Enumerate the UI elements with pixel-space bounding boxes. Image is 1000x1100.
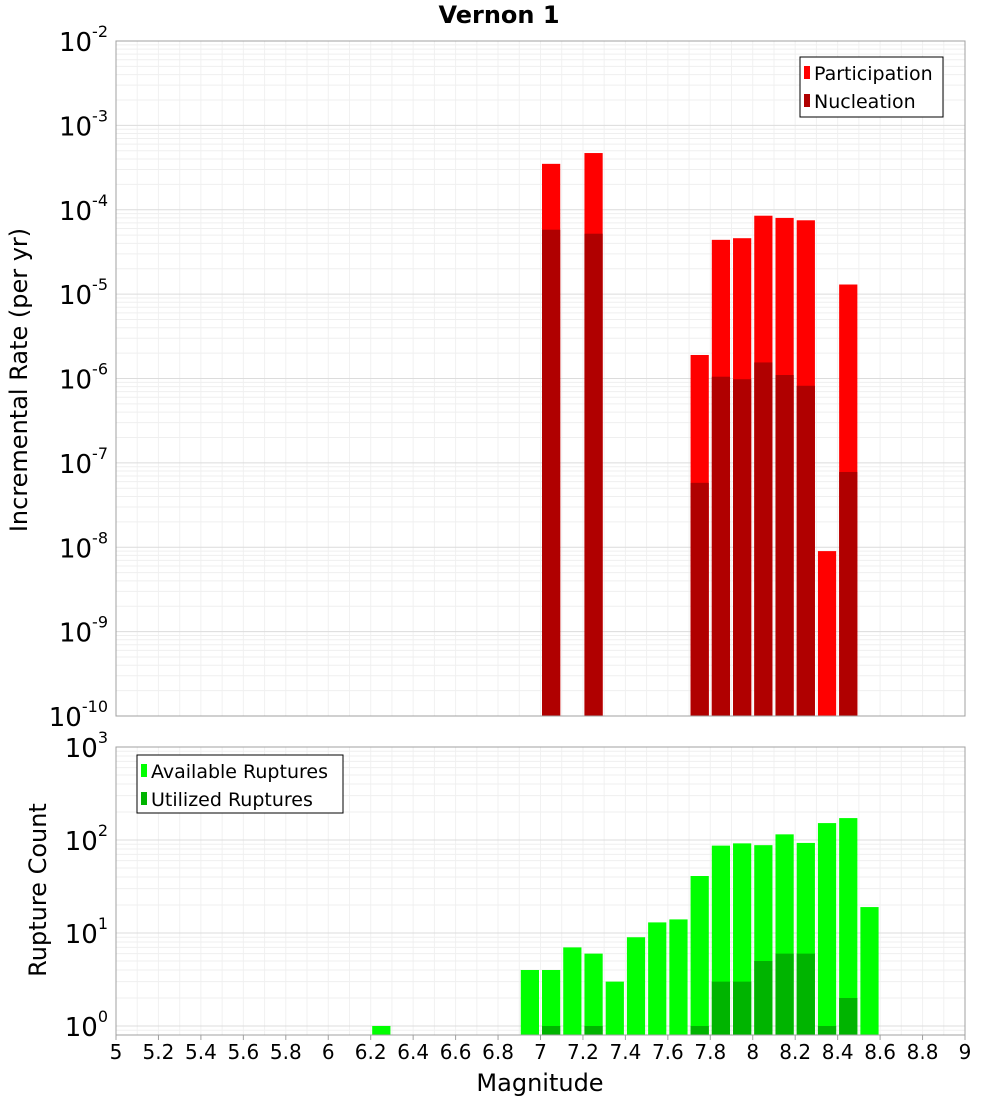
- bar-primary: [563, 947, 582, 1035]
- x-tick-label: 5.2: [143, 1040, 175, 1064]
- x-tick-label: 7.4: [609, 1040, 641, 1064]
- bar-secondary: [584, 1025, 603, 1035]
- bar-primary: [520, 969, 539, 1035]
- bar-secondary: [690, 482, 709, 716]
- y-tick-exponent: -8: [92, 528, 108, 547]
- y-tick-label: 10-2: [59, 22, 108, 58]
- bar-primary: [817, 551, 837, 716]
- bar-secondary: [711, 981, 731, 1035]
- x-tick-label: 7.8: [694, 1040, 726, 1064]
- y-tick-exponent: 2: [98, 821, 108, 840]
- x-tick-label: 7.2: [567, 1040, 599, 1064]
- legend-label: Nucleation: [814, 91, 916, 113]
- bar-secondary: [775, 953, 794, 1035]
- y-axis-label-rupture-count: Rupture Count: [24, 803, 52, 977]
- x-tick-label: 7: [534, 1040, 547, 1064]
- y-tick-exponent: -6: [92, 360, 108, 379]
- bar-primary: [626, 937, 646, 1035]
- legend-swatch: [141, 792, 147, 805]
- bar-primary: [584, 953, 603, 1035]
- y-tick-label: 10-7: [59, 444, 108, 480]
- legend-swatch: [804, 94, 810, 107]
- x-tick-label: 6.4: [397, 1040, 429, 1064]
- y-tick-label: 10-5: [59, 275, 108, 311]
- legend-box: [136, 754, 344, 814]
- bar-primary: [542, 969, 561, 1035]
- x-tick-label: 7.6: [652, 1040, 684, 1064]
- bar-secondary: [817, 1025, 837, 1035]
- y-tick-label: 100: [65, 1007, 108, 1043]
- legend-label: Utilized Ruptures: [151, 789, 313, 811]
- bar-secondary: [733, 379, 752, 716]
- x-tick-label: 5.6: [227, 1040, 259, 1064]
- y-tick-exponent: -5: [92, 275, 108, 294]
- y-tick-label: 10-9: [59, 613, 108, 649]
- y-tick-label: 102: [65, 821, 108, 857]
- x-tick-label: 8.8: [907, 1040, 939, 1064]
- y-tick-exponent: -4: [92, 191, 108, 210]
- bar-secondary: [542, 1025, 561, 1035]
- bar-secondary: [796, 385, 815, 716]
- x-axis-ticks: 5 5.2 5.4 5.6 5.8 6 6.2 6.4 6.6 6.8 7 7.2 7.4 7.6 7.8 8…: [110, 1035, 972, 1064]
- y-tick-label: 103: [65, 728, 108, 764]
- y-tick-label: 101: [65, 914, 108, 950]
- x-tick-label: 8.6: [864, 1040, 896, 1064]
- x-tick-label: 5.4: [185, 1040, 217, 1064]
- bar-secondary: [839, 997, 858, 1035]
- y-tick-label: 10-3: [59, 106, 108, 142]
- y-tick-exponent: 3: [98, 728, 108, 747]
- bar-secondary: [839, 471, 858, 716]
- plot-border: [115, 40, 966, 717]
- legend-box: [799, 56, 944, 118]
- x-tick-label: 6.8: [482, 1040, 514, 1064]
- bar-secondary: [754, 362, 773, 716]
- bar-secondary: [733, 981, 752, 1035]
- y-tick-label: 10-8: [59, 528, 108, 564]
- bar-primary: [669, 919, 688, 1035]
- legend-swatch: [141, 764, 147, 777]
- x-axis-label-magnitude: Magnitude: [476, 1069, 603, 1097]
- y-tick-exponent: -7: [92, 444, 108, 463]
- x-tick-label: 5: [110, 1040, 123, 1064]
- y-tick-exponent: -2: [92, 22, 108, 41]
- bar-primary: [839, 818, 858, 1035]
- y-tick-label: 10-4: [59, 191, 108, 227]
- bar-secondary: [542, 229, 561, 717]
- y-tick-exponent: 1: [98, 914, 108, 933]
- y-tick-exponent: -9: [92, 613, 108, 632]
- legend-label: Available Ruptures: [151, 761, 328, 783]
- x-tick-label: 5.8: [270, 1040, 302, 1064]
- chart-title: Vernon 1: [438, 1, 559, 29]
- bar-secondary: [711, 376, 731, 716]
- x-tick-label: 6.6: [440, 1040, 472, 1064]
- y-axis-label-incremental-rate: Incremental Rate (per yr): [5, 228, 33, 532]
- bar-primary: [860, 907, 879, 1035]
- x-tick-label: 8: [746, 1040, 759, 1064]
- bar-secondary: [584, 233, 603, 716]
- bar-secondary: [775, 375, 794, 716]
- y-tick-exponent: -3: [92, 106, 108, 125]
- bar-secondary: [690, 1025, 709, 1035]
- bar-primary: [605, 981, 624, 1035]
- y-tick-label: 10-6: [59, 360, 108, 396]
- y-tick-exponent: -10: [82, 697, 108, 716]
- legend-label: Participation: [814, 63, 933, 85]
- bar-primary: [817, 823, 837, 1035]
- bar-secondary: [754, 960, 773, 1035]
- bar-primary: [690, 876, 709, 1035]
- x-tick-label: 8.2: [779, 1040, 811, 1064]
- bar-primary: [648, 922, 667, 1035]
- y-tick-exponent: 0: [98, 1007, 108, 1026]
- x-tick-label: 6.2: [355, 1040, 387, 1064]
- x-tick-label: 9: [959, 1040, 972, 1064]
- bar-secondary: [796, 953, 815, 1035]
- x-tick-label: 8.4: [822, 1040, 854, 1064]
- bar-primary: [372, 1025, 391, 1035]
- top-plot-area: 10-1010-910-810-710-610-510-410-310-2Par…: [49, 22, 966, 733]
- x-tick-label: 6: [322, 1040, 335, 1064]
- legend-swatch: [804, 66, 810, 79]
